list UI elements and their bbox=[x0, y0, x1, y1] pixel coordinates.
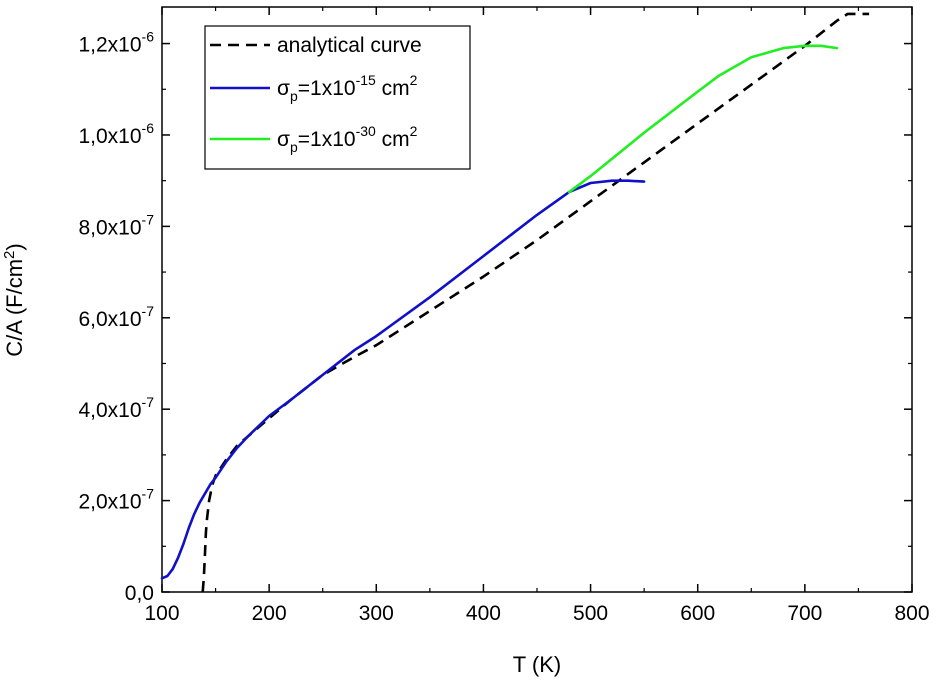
x-axis-title: T (K) bbox=[513, 652, 561, 677]
series-line-2 bbox=[567, 44, 839, 194]
y-tick-label: 1,2x10-6 bbox=[78, 29, 154, 57]
legend: analytical curve σp=1x10-15 cm2 σp=1x10-30… bbox=[204, 25, 471, 170]
y-tick-label: 8,0x10-7 bbox=[78, 211, 154, 239]
series-line-1 bbox=[160, 179, 646, 580]
legend-box bbox=[204, 25, 471, 170]
y-tick-label: 0,0 bbox=[125, 582, 154, 605]
x-tick-label: 800 bbox=[894, 602, 929, 625]
legend-label-0: analytical curve bbox=[277, 34, 422, 57]
legend-label-1: σp=1x10-15 cm2 bbox=[277, 72, 418, 104]
y-tick-label: 6,0x10-7 bbox=[78, 303, 154, 331]
legend-items: analytical curve σp=1x10-15 cm2 σp=1x10-30… bbox=[210, 34, 422, 155]
y-tick-label: 4,0x10-7 bbox=[78, 394, 154, 422]
y-axis-title: C/A (F/cm2) bbox=[1, 243, 27, 356]
x-tick-label: 700 bbox=[787, 602, 822, 625]
y-tick-label: 1,0x10-6 bbox=[78, 120, 154, 148]
x-tick-label: 500 bbox=[573, 602, 608, 625]
x-tick-label: 100 bbox=[144, 602, 179, 625]
legend-label-2: σp=1x10-30 cm2 bbox=[277, 123, 418, 155]
plot-area: 100 200 300 400 500 600 700 800 0,0 2,0x10-7 4,0x1… bbox=[78, 6, 930, 625]
x-tick-label: 400 bbox=[466, 602, 501, 625]
x-tick-label: 600 bbox=[680, 602, 715, 625]
y-tick-label: 2,0x10-7 bbox=[78, 486, 154, 514]
x-tick-label: 200 bbox=[252, 602, 287, 625]
x-tick-label: 300 bbox=[359, 602, 394, 625]
series-line-0 bbox=[201, 12, 870, 593]
series-layer bbox=[160, 12, 870, 593]
ticks-layer: 100 200 300 400 500 600 700 800 0,0 2,0x10-7 4,0x1… bbox=[78, 7, 930, 625]
